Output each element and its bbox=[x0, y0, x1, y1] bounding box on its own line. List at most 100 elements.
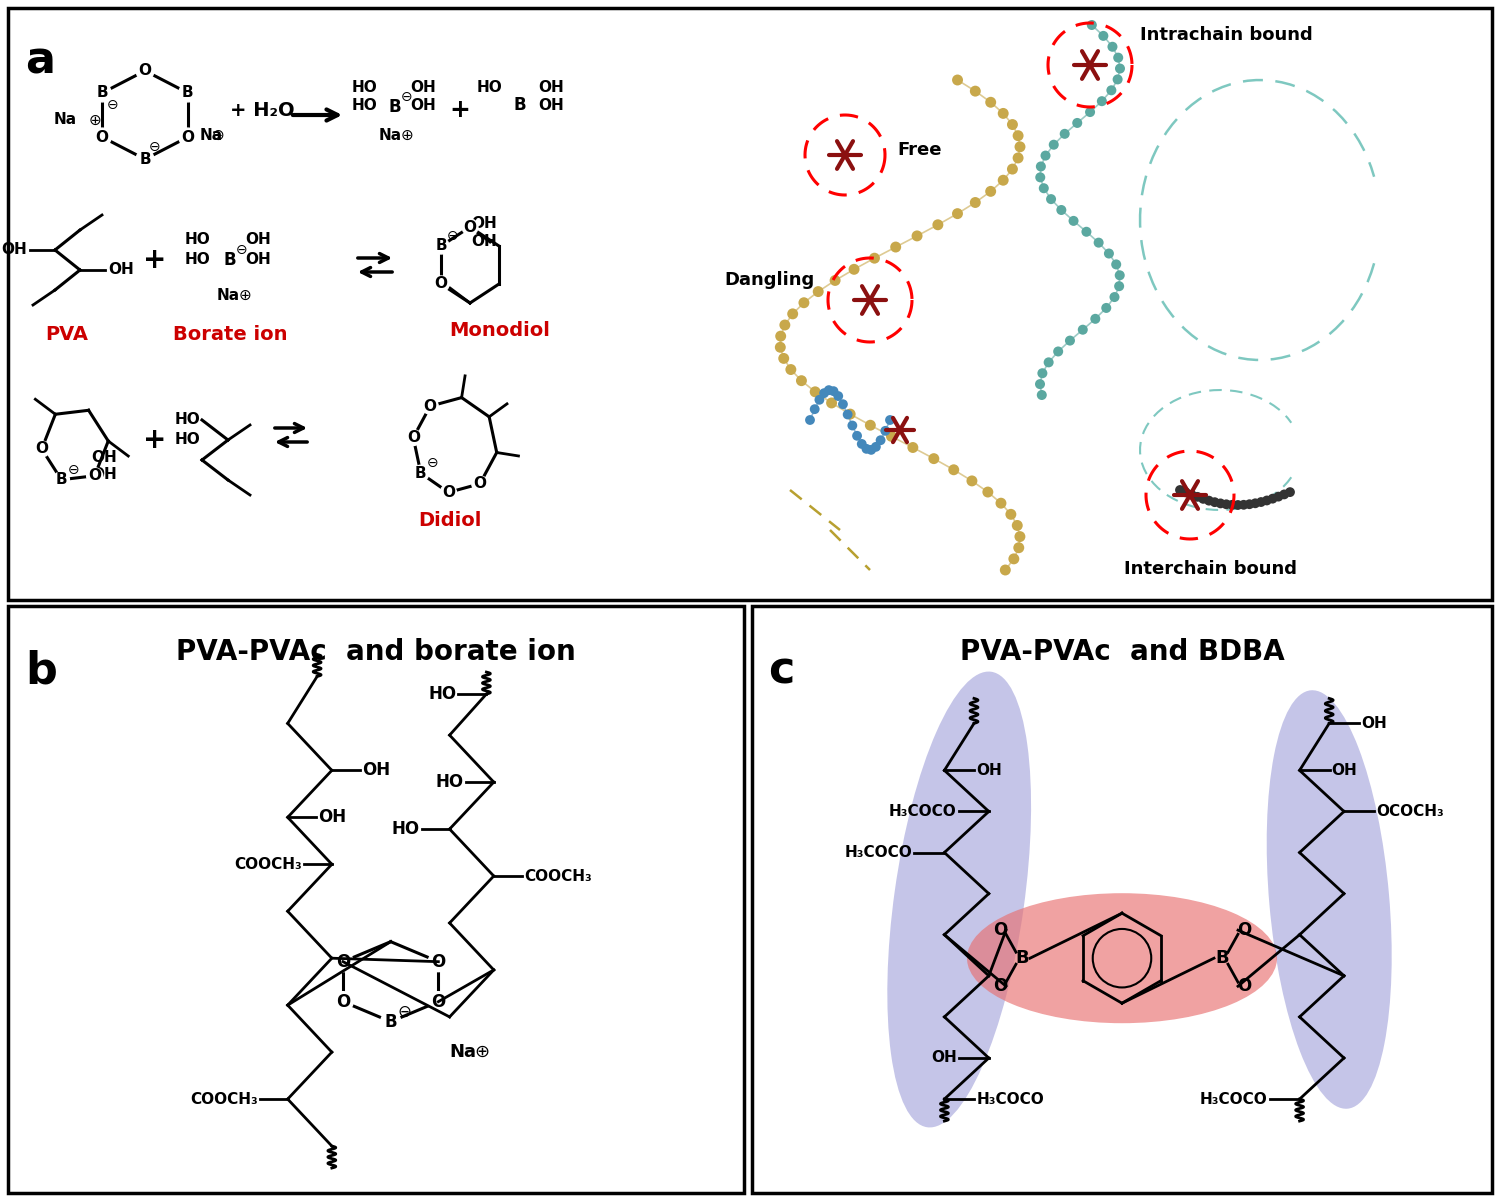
Point bbox=[1040, 190, 1064, 209]
Point bbox=[778, 360, 802, 380]
Point bbox=[1007, 126, 1031, 145]
Point bbox=[819, 394, 843, 413]
Point bbox=[1002, 549, 1026, 568]
Text: HO: HO bbox=[184, 233, 210, 247]
Text: OH: OH bbox=[108, 263, 134, 277]
Text: O: O bbox=[138, 64, 152, 78]
Text: B: B bbox=[96, 85, 108, 101]
Text: +: + bbox=[450, 98, 471, 123]
Point bbox=[824, 271, 848, 291]
Circle shape bbox=[178, 84, 196, 102]
Text: B: B bbox=[224, 251, 237, 269]
Point bbox=[1071, 321, 1095, 340]
Point bbox=[1065, 113, 1089, 132]
Text: Interchain bound: Interchain bound bbox=[1124, 560, 1296, 578]
Text: ⊖: ⊖ bbox=[427, 456, 438, 471]
Text: HO: HO bbox=[392, 820, 420, 838]
Text: B: B bbox=[388, 98, 402, 116]
Point bbox=[1179, 485, 1203, 504]
Text: H₃COCO: H₃COCO bbox=[844, 846, 912, 860]
Point bbox=[1272, 485, 1296, 504]
Text: ⊖: ⊖ bbox=[400, 90, 412, 104]
Circle shape bbox=[429, 951, 448, 972]
Point bbox=[1028, 375, 1051, 394]
Point bbox=[992, 171, 1016, 190]
Point bbox=[1232, 495, 1256, 514]
Ellipse shape bbox=[968, 894, 1276, 1023]
Text: OCOCH₃: OCOCH₃ bbox=[1376, 803, 1443, 819]
Point bbox=[1256, 491, 1280, 510]
Point bbox=[1007, 538, 1031, 557]
Circle shape bbox=[441, 484, 456, 501]
Point bbox=[831, 395, 855, 414]
Point bbox=[802, 382, 826, 401]
Point bbox=[1090, 91, 1114, 110]
Point bbox=[884, 238, 908, 257]
Circle shape bbox=[136, 61, 154, 79]
Point bbox=[850, 435, 874, 454]
Point bbox=[1107, 276, 1131, 295]
Point bbox=[855, 440, 879, 459]
Text: O: O bbox=[1238, 978, 1251, 996]
Text: PVA-PVAc  and BDBA: PVA-PVAc and BDBA bbox=[960, 638, 1284, 667]
Text: O: O bbox=[406, 430, 420, 446]
Point bbox=[1074, 222, 1098, 241]
Point bbox=[945, 204, 969, 223]
Text: HO: HO bbox=[435, 773, 463, 791]
Point bbox=[1215, 495, 1239, 514]
Text: Didiol: Didiol bbox=[419, 510, 482, 530]
Text: OH: OH bbox=[362, 761, 390, 779]
Text: OH: OH bbox=[244, 233, 270, 247]
Circle shape bbox=[33, 441, 50, 456]
Text: HO: HO bbox=[174, 432, 200, 448]
Point bbox=[1185, 488, 1209, 507]
Circle shape bbox=[429, 992, 448, 1011]
Point bbox=[978, 92, 1002, 112]
Text: Free: Free bbox=[897, 141, 942, 159]
Text: O: O bbox=[88, 468, 101, 483]
Text: OH: OH bbox=[92, 467, 117, 483]
Point bbox=[818, 381, 842, 400]
Point bbox=[839, 405, 862, 424]
Circle shape bbox=[422, 399, 438, 414]
Text: ⊖: ⊖ bbox=[447, 229, 459, 243]
Point bbox=[879, 426, 903, 446]
Point bbox=[789, 371, 813, 390]
Circle shape bbox=[178, 129, 196, 147]
Point bbox=[902, 438, 926, 458]
Point bbox=[978, 181, 1002, 201]
Point bbox=[822, 382, 846, 401]
Point bbox=[1030, 386, 1054, 405]
Text: Na: Na bbox=[216, 287, 240, 303]
Text: OH: OH bbox=[471, 216, 496, 232]
Point bbox=[1250, 492, 1274, 512]
Point bbox=[1080, 16, 1104, 35]
Point bbox=[768, 337, 792, 357]
Point bbox=[1108, 59, 1132, 78]
Point bbox=[1058, 331, 1082, 351]
Point bbox=[993, 561, 1017, 580]
Text: OH: OH bbox=[2, 243, 27, 257]
Point bbox=[945, 71, 969, 90]
Text: H₃COCO: H₃COCO bbox=[890, 803, 957, 819]
Point bbox=[1220, 495, 1244, 514]
Point bbox=[1000, 115, 1024, 135]
Text: O: O bbox=[442, 485, 454, 500]
Ellipse shape bbox=[888, 671, 1030, 1128]
Text: ⊖: ⊖ bbox=[398, 1003, 411, 1021]
Point bbox=[1197, 491, 1221, 510]
Point bbox=[1096, 244, 1120, 263]
Point bbox=[859, 441, 883, 460]
Circle shape bbox=[136, 150, 154, 168]
Point bbox=[771, 348, 795, 368]
Point bbox=[1209, 494, 1233, 513]
Point bbox=[922, 449, 946, 468]
Text: Borate ion: Borate ion bbox=[172, 325, 288, 345]
Text: ⊕: ⊕ bbox=[474, 1044, 489, 1062]
Text: B: B bbox=[416, 466, 426, 480]
Text: B: B bbox=[384, 1012, 398, 1030]
Point bbox=[1008, 527, 1032, 546]
Point bbox=[1266, 488, 1290, 507]
Text: O: O bbox=[336, 993, 350, 1011]
Point bbox=[1042, 135, 1066, 154]
